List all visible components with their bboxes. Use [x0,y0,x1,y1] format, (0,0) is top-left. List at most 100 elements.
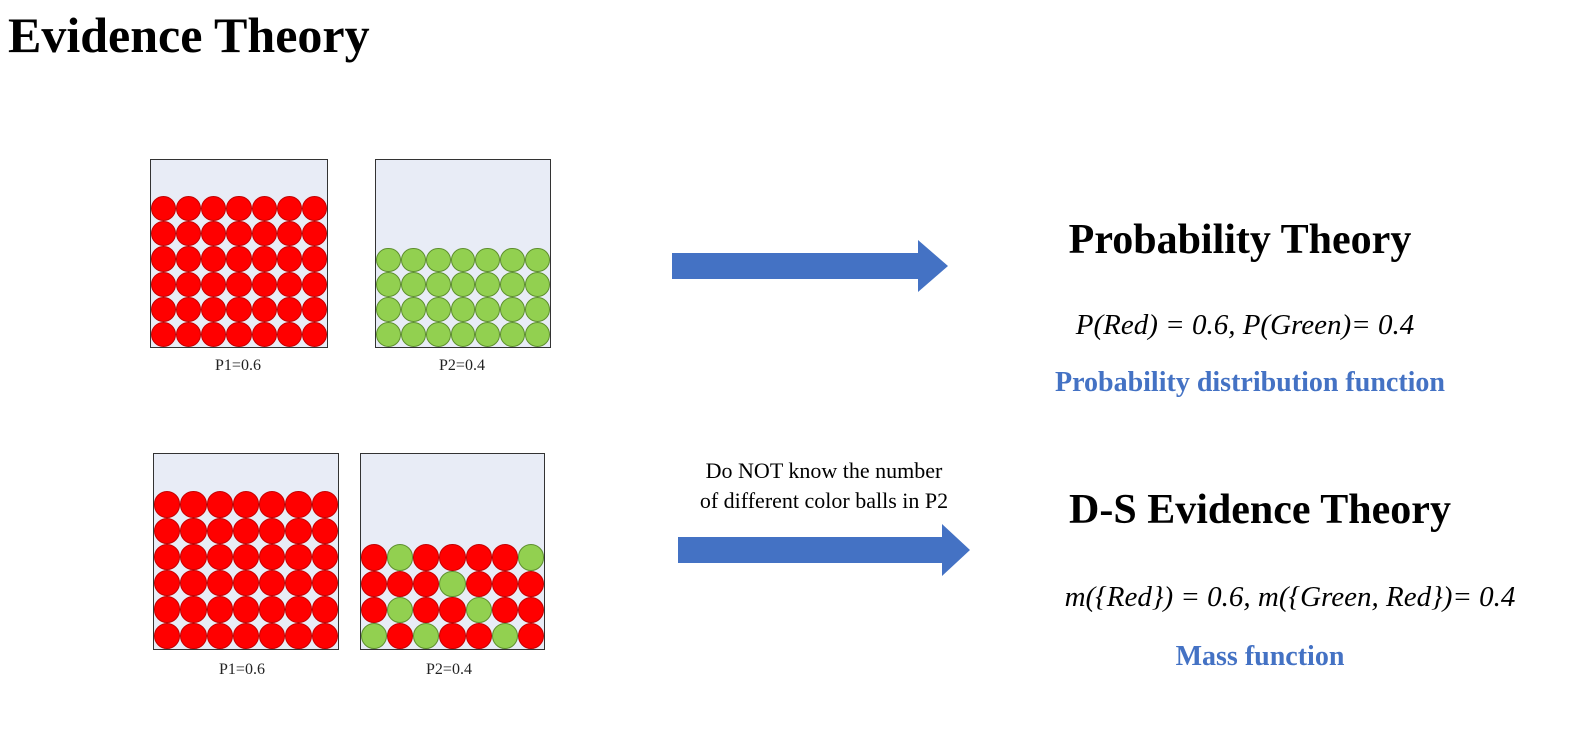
red-ball [465,544,492,571]
red-ball [251,321,277,347]
green-ball [475,272,501,298]
red-ball [180,543,207,571]
box-p1-probability [150,159,328,348]
green-ball [525,247,550,273]
red-ball [439,544,466,571]
red-ball [301,196,327,222]
probability-theory-heading: Probability Theory [1068,217,1412,263]
red-ball [276,296,302,322]
green-ball [525,297,550,323]
red-ball [226,196,252,222]
green-ball [475,322,501,347]
arrow-right-icon [678,524,970,576]
box-p1-evidence [153,453,339,650]
red-ball [154,517,181,544]
red-ball [151,246,177,272]
red-ball [151,321,177,347]
arrow-right-icon [672,240,948,292]
green-ball [376,297,401,323]
red-ball [491,596,518,623]
green-ball [425,297,451,323]
slide-title: Evidence Theory [8,7,370,63]
red-ball [251,246,277,272]
red-ball [151,221,177,247]
red-ball [232,622,260,649]
red-ball [251,196,277,222]
green-ball [425,247,451,273]
red-ball [251,296,277,322]
red-ball [201,196,227,222]
ds-evidence-theory-heading: D-S Evidence Theory [1069,487,1451,533]
box-p2-caption: P2=0.4 [426,661,472,678]
probability-formula: P(Red) = 0.6, P(Green)= 0.4 [1075,309,1415,341]
red-ball [439,596,466,623]
red-ball [413,596,440,623]
green-ball [500,297,526,323]
red-ball [259,596,286,623]
red-ball [206,570,233,597]
green-ball [387,596,414,623]
red-ball [180,517,207,544]
box-p1-caption: P1=0.6 [215,357,261,374]
ball-grid [151,160,327,347]
red-ball [361,570,388,597]
green-ball [500,247,526,273]
red-ball [232,491,260,518]
green-ball [450,247,476,273]
red-ball [285,596,312,623]
red-ball [180,622,207,649]
red-ball [201,271,227,297]
box-p1-caption: P1=0.6 [219,661,265,678]
red-ball [311,570,338,597]
green-ball [400,247,426,273]
note-line-1: Do NOT know the number [705,458,943,483]
green-ball [361,622,388,649]
probability-function-label: Probability distribution function [1054,367,1445,398]
mass-formula: m({Red}) = 0.6, m({Green, Red})= 0.4 [1064,581,1516,613]
red-ball [276,221,302,247]
red-ball [285,570,312,597]
red-ball [285,517,312,544]
red-ball [251,221,277,247]
red-ball [226,271,252,297]
red-ball [176,296,202,322]
red-ball [232,596,260,623]
red-ball [154,596,181,623]
red-ball [232,543,260,571]
red-ball [206,596,233,623]
red-ball [226,321,252,347]
green-ball [400,297,426,323]
box-p2-caption: P2=0.4 [439,357,485,374]
red-ball [517,570,544,597]
box-p2-evidence [360,453,545,650]
red-ball [226,296,252,322]
red-ball [176,221,202,247]
red-ball [151,296,177,322]
unknown-count-note: Do NOT know the number of different colo… [664,456,984,516]
note-line-2: of different color balls in P2 [699,488,949,513]
red-ball [517,622,544,649]
green-ball [376,247,401,273]
red-ball [285,491,312,518]
ball-grid [361,454,544,649]
green-ball [450,322,476,347]
green-ball [525,272,550,298]
red-ball [176,246,202,272]
red-ball [301,221,327,247]
green-ball [376,272,401,298]
red-ball [176,271,202,297]
red-ball [180,491,207,518]
red-ball [301,246,327,272]
red-ball [301,271,327,297]
red-ball [180,596,207,623]
red-ball [413,544,440,571]
red-ball [491,544,518,571]
red-ball [201,246,227,272]
red-ball [361,596,388,623]
green-ball [400,322,426,347]
green-ball [439,570,466,597]
green-ball [525,322,550,347]
red-ball [232,517,260,544]
red-ball [206,491,233,518]
red-ball [311,543,338,571]
